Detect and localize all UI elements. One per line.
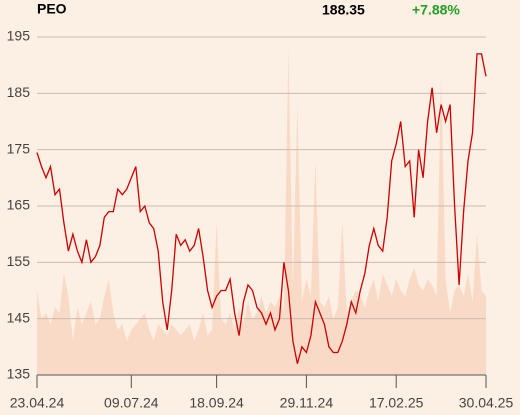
price-line xyxy=(36,53,487,364)
y-tick-label: 175 xyxy=(7,140,31,156)
x-tick-label: 29.11.24 xyxy=(280,395,334,411)
y-tick-label: 195 xyxy=(7,28,31,44)
x-tick-label: 23.04.24 xyxy=(10,395,65,411)
y-tick-label: 145 xyxy=(7,309,31,325)
price-change: +7.88% xyxy=(412,2,460,18)
y-tick-label: 165 xyxy=(7,197,31,213)
chart-title: PEO xyxy=(37,1,67,17)
x-tick-label: 30.04.25 xyxy=(459,395,514,411)
x-tick-label: 18.09.24 xyxy=(189,395,244,411)
y-tick-label: 155 xyxy=(7,253,31,269)
x-tick-label: 17.02.25 xyxy=(369,395,424,411)
x-tick-label: 09.07.24 xyxy=(104,395,159,411)
y-tick-label: 135 xyxy=(7,366,31,382)
y-tick-label: 185 xyxy=(7,84,31,100)
last-price: 188.35 xyxy=(322,2,365,18)
volume-area xyxy=(37,48,486,376)
